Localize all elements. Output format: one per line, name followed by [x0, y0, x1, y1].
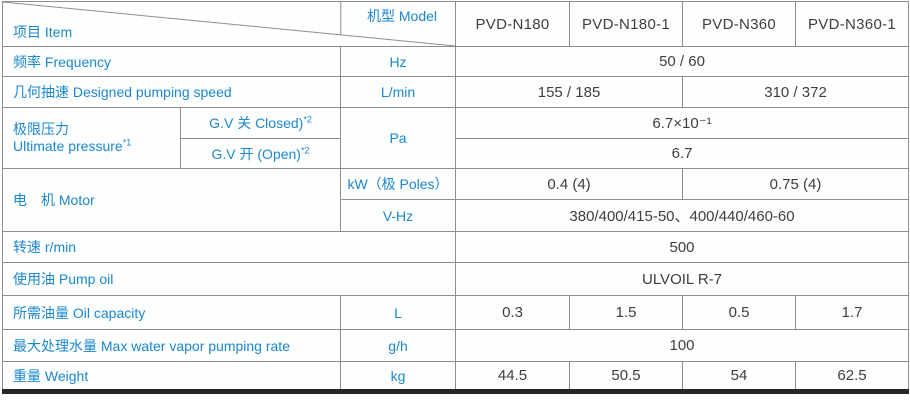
row-frequency: 频率 Frequency Hz 50 / 60	[2, 46, 910, 77]
row-value: 6.7	[455, 138, 910, 169]
row-unit: V-Hz	[339, 199, 457, 232]
row-value: 44.5	[455, 361, 571, 394]
footnote-marker: *2	[300, 144, 310, 155]
row-label: 使用油 Pump oil	[1, 262, 457, 296]
row-pump-oil: 使用油 Pump oil ULVOIL R-7	[1, 262, 910, 296]
row-label: 所需油量 Oil capacity	[2, 295, 341, 330]
model-column-header: PVD-N180	[455, 1, 571, 47]
table-corner-cell: 机型 Model 项目 Item	[1, 1, 457, 47]
row-unit: kW（极 Poles）	[339, 168, 457, 200]
row-label: 电 机 Motor	[2, 168, 341, 232]
row-unit: L/min	[339, 76, 457, 108]
row-motor-voltage: V-Hz 380/400/415-50、400/440/460-60	[3, 199, 910, 232]
row-value: 1.7	[795, 295, 910, 330]
row-water-vapor: 最大处理水量 Max water vapor pumping rate g/h …	[2, 329, 910, 362]
row-value: ULVOIL R-7	[455, 262, 910, 296]
row-unit: Pa	[339, 107, 457, 169]
header-row: 机型 Model 项目 Item PVD-N180 PVD-N180-1 PVD…	[1, 1, 910, 47]
row-unit: kg	[339, 361, 457, 394]
footnote-marker: *1	[122, 137, 132, 148]
model-column-header: PVD-N360	[682, 1, 797, 47]
row-unit: Hz	[339, 46, 457, 77]
row-value: 50 / 60	[455, 46, 910, 77]
row-ultimate-pressure-open: G.V 开 (Open)*2 6.7	[3, 138, 910, 169]
gv-open-label: G.V 开 (Open)	[211, 145, 301, 162]
model-column-header: PVD-N360-1	[795, 1, 910, 47]
row-value: 6.7×10⁻¹	[455, 107, 910, 139]
row-label: 极限压力 Ultimate pressure*1	[2, 107, 181, 169]
footnote-marker: *2	[303, 114, 312, 125]
row-value: 0.5	[682, 295, 797, 330]
row-sublabel: G.V 关 Closed)*2	[180, 107, 341, 139]
row-ultimate-pressure-closed: 极限压力 Ultimate pressure*1 G.V 关 Closed)*2…	[2, 107, 910, 169]
diagonal-divider-icon	[3, 2, 455, 46]
row-value: 54	[682, 361, 797, 394]
pressure-label-zh: 极限压力	[13, 121, 69, 137]
row-value: 50.5	[569, 361, 684, 394]
gv-closed-label: G.V 关 Closed)	[209, 115, 304, 131]
row-label: 转速 r/min	[1, 231, 457, 263]
row-value: 500	[455, 231, 910, 263]
row-value: 0.75 (4)	[682, 168, 910, 200]
row-value: 0.3	[455, 295, 571, 330]
pressure-label-en: Ultimate pressure	[13, 138, 123, 154]
row-label: 频率 Frequency	[2, 46, 341, 77]
row-rotation-speed: 转速 r/min 500	[1, 231, 910, 263]
row-weight: 重量 Weight kg 44.5 50.5 54 62.5	[2, 361, 910, 394]
row-unit: g/h	[339, 329, 457, 362]
row-label: 几何抽速 Designed pumping speed	[2, 76, 341, 108]
row-label: 重量 Weight	[2, 361, 341, 394]
row-value: 100	[455, 329, 910, 362]
row-value: 310 / 372	[682, 76, 910, 108]
row-value: 0.4 (4)	[455, 168, 684, 200]
row-unit: L	[339, 295, 457, 330]
row-pumping-speed: 几何抽速 Designed pumping speed L/min 155 / …	[2, 76, 910, 108]
row-value: 1.5	[569, 295, 684, 330]
row-oil-capacity: 所需油量 Oil capacity L 0.3 1.5 0.5 1.7	[2, 295, 910, 330]
corner-label-model: 机型 Model	[366, 8, 438, 24]
model-column-header: PVD-N180-1	[569, 1, 684, 47]
row-motor-power: 电 机 Motor kW（极 Poles） 0.4 (4) 0.75 (4)	[2, 168, 910, 232]
row-label: 最大处理水量 Max water vapor pumping rate	[2, 329, 341, 362]
corner-label-item: 项目 Item	[13, 24, 73, 40]
row-sublabel: G.V 开 (Open)*2	[180, 138, 341, 169]
row-value: 155 / 185	[455, 76, 684, 108]
row-value: 62.5	[795, 361, 910, 394]
row-value: 380/400/415-50、400/440/460-60	[455, 199, 910, 232]
